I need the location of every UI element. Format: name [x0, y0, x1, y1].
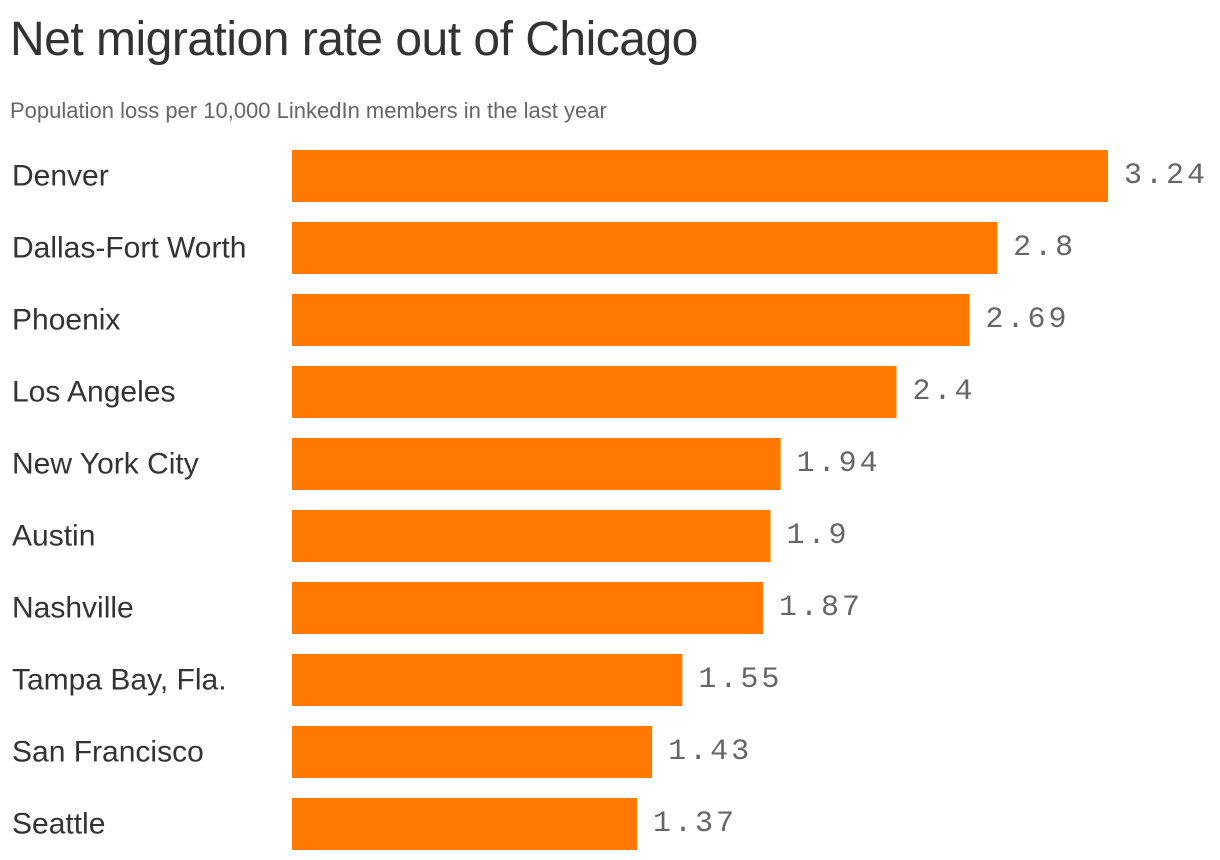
category-label: Nashville	[12, 592, 134, 625]
bar	[292, 798, 638, 850]
bar-row: Tampa Bay, Fla. 1.55	[12, 654, 782, 706]
chart-title: Net migration rate out of Chicago	[10, 13, 698, 66]
bar-row: Denver 3.24	[12, 150, 1208, 202]
category-label: Denver	[12, 160, 109, 193]
value-label: 1.9	[787, 519, 850, 553]
category-label: New York City	[12, 448, 199, 481]
bar-row: Phoenix 2.69	[12, 294, 1069, 346]
bar	[292, 150, 1108, 202]
bar-row: Dallas-Fort Worth 2.8	[12, 222, 1076, 274]
category-label: Tampa Bay, Fla.	[12, 664, 227, 697]
bar	[292, 726, 653, 778]
category-label: Austin	[12, 520, 95, 553]
bar	[292, 582, 763, 634]
bar-row: Seattle 1.37	[12, 798, 737, 850]
bar	[292, 510, 771, 562]
bar-row: San Francisco 1.43	[12, 726, 752, 778]
bar	[292, 366, 897, 418]
bar	[292, 222, 998, 274]
value-label: 2.69	[985, 303, 1069, 337]
category-label: San Francisco	[12, 736, 204, 769]
value-label: 1.43	[668, 735, 752, 769]
bar-row: New York City 1.94	[12, 438, 881, 490]
bar	[292, 294, 970, 346]
category-label: Seattle	[12, 808, 105, 841]
value-label: 1.55	[698, 663, 782, 697]
chart-subtitle: Population loss per 10,000 LinkedIn memb…	[10, 98, 607, 123]
value-label: 1.37	[653, 807, 737, 841]
category-label: Dallas-Fort Worth	[12, 232, 247, 265]
bar-row: Los Angeles 2.4	[12, 366, 975, 418]
bar-row: Nashville 1.87	[12, 582, 863, 634]
bar	[292, 438, 781, 490]
value-label: 2.4	[912, 375, 975, 409]
value-label: 3.24	[1124, 159, 1208, 193]
value-label: 2.8	[1013, 231, 1076, 265]
category-label: Los Angeles	[12, 376, 175, 409]
category-label: Phoenix	[12, 304, 120, 337]
bar	[292, 654, 683, 706]
bar-row: Austin 1.9	[12, 510, 850, 562]
value-label: 1.94	[797, 447, 881, 481]
value-label: 1.87	[779, 591, 863, 625]
